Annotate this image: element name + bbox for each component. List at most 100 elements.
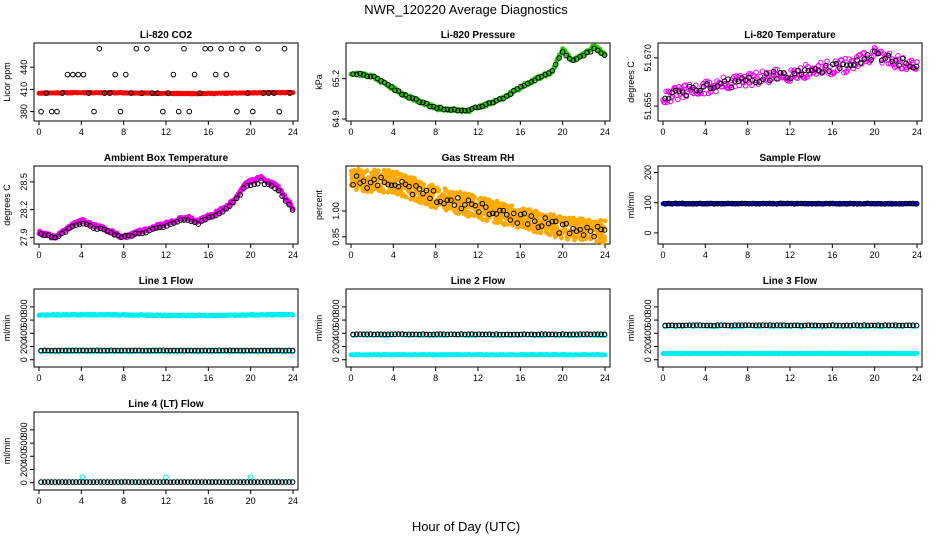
- data-point: [728, 84, 735, 91]
- x-tick-label: 16: [827, 127, 837, 137]
- data-point: [549, 68, 555, 74]
- x-tick-label: 8: [433, 373, 438, 383]
- data-point: [829, 61, 836, 68]
- data-point: [476, 104, 482, 110]
- data-point: [223, 205, 230, 212]
- data-point: [700, 84, 707, 90]
- data-point: [889, 58, 895, 65]
- data-point: [392, 87, 398, 94]
- data-point: [882, 55, 888, 62]
- x-tick-label: 4: [703, 127, 708, 137]
- data-point: [154, 90, 161, 96]
- data-point: [662, 99, 668, 106]
- x-tick-label: 16: [827, 250, 837, 260]
- data-point: [683, 92, 689, 99]
- data-point: [538, 230, 544, 236]
- data-point: [584, 49, 590, 56]
- x-tick-label: 16: [515, 373, 525, 383]
- data-point: [157, 224, 163, 231]
- data-point: [122, 233, 128, 239]
- data-point: [456, 211, 462, 217]
- x-tick-label: 20: [246, 127, 256, 137]
- x-tick-label: 12: [161, 496, 171, 506]
- data-point: [556, 55, 562, 61]
- data-point: [494, 198, 500, 204]
- data-point: [781, 70, 787, 76]
- data-point: [531, 77, 538, 84]
- data-point: [742, 77, 749, 84]
- data-point: [353, 71, 360, 78]
- data-point: [465, 107, 472, 113]
- chart-title: Li-820 Pressure: [441, 30, 516, 41]
- plot-frame: [33, 288, 299, 368]
- y-tick-label: 28.5: [19, 173, 29, 191]
- x-tick-label: 12: [161, 373, 171, 383]
- data-point: [802, 67, 808, 73]
- x-tick-label: 20: [246, 250, 256, 260]
- figure-title: NWR_120220 Average Diagnostics: [364, 2, 568, 17]
- y-tick-label: 800: [19, 422, 29, 437]
- data-point: [791, 70, 798, 77]
- y-tick-label: 800: [19, 299, 29, 314]
- x-tick-label: 0: [36, 127, 41, 137]
- data-point: [282, 198, 289, 204]
- data-point: [774, 76, 780, 82]
- x-tick-label: 24: [288, 373, 298, 383]
- chart-title: Ambient Box Temperature: [104, 153, 229, 164]
- x-tick-label: 20: [558, 373, 568, 383]
- x-tick-label: 24: [600, 250, 610, 260]
- data-point: [867, 58, 874, 64]
- data-point: [73, 222, 79, 228]
- data-point: [97, 225, 104, 232]
- x-tick-label: 4: [703, 373, 708, 383]
- data-point: [85, 90, 92, 96]
- y-axis-label: percent: [314, 189, 324, 220]
- data-point: [387, 178, 393, 184]
- data-point: [80, 220, 86, 227]
- data-point: [850, 62, 857, 68]
- data-point: [423, 100, 430, 107]
- x-tick-label: 24: [288, 250, 298, 260]
- data-point: [875, 50, 881, 57]
- data-point: [668, 95, 675, 101]
- data-point: [427, 103, 433, 110]
- data-point: [763, 71, 770, 77]
- data-point: [753, 79, 759, 86]
- x-tick-label: 8: [745, 250, 750, 260]
- data-point: [76, 221, 83, 228]
- data-point: [707, 85, 714, 92]
- x-tick-label: 24: [600, 127, 610, 137]
- chart-title: Gas Stream RH: [442, 153, 515, 164]
- data-point: [48, 234, 55, 240]
- x-tick-label: 4: [79, 373, 84, 383]
- data-point: [879, 60, 885, 66]
- data-point: [690, 84, 696, 91]
- data-point: [133, 45, 140, 52]
- data-point: [219, 208, 226, 215]
- y-tick-label: 200: [643, 165, 653, 180]
- chart-title: Line 3 Flow: [763, 276, 818, 287]
- x-tick-label: 0: [348, 127, 353, 137]
- x-tick-label: 8: [433, 127, 438, 137]
- data-point: [367, 73, 374, 80]
- data-point: [587, 48, 594, 55]
- data-point: [871, 44, 878, 51]
- data-point: [122, 71, 129, 78]
- data-point: [197, 90, 203, 96]
- y-tick-label: 100: [643, 195, 653, 210]
- data-point: [421, 182, 427, 187]
- data-point: [885, 52, 892, 59]
- data-point: [847, 62, 854, 68]
- data-point: [524, 80, 531, 87]
- data-point: [906, 63, 913, 70]
- x-tick-label: 0: [36, 373, 41, 383]
- y-tick-label: 51.655: [643, 92, 653, 120]
- data-point: [817, 59, 824, 66]
- y-axis-label: ml/min: [2, 315, 12, 342]
- data-point: [787, 78, 793, 84]
- data-point: [833, 60, 840, 67]
- data-point: [399, 91, 405, 98]
- data-point: [195, 221, 202, 227]
